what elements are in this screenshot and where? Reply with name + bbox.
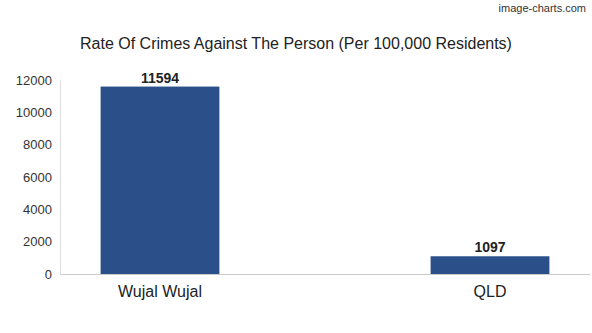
y-tick: 0: [45, 267, 60, 282]
data-label: 11594: [141, 70, 179, 86]
x-axis: Wujal Wujal QLD: [61, 274, 591, 300]
y-tick-label: 10000: [16, 105, 52, 120]
x-tick-label: Wujal Wujal: [118, 283, 202, 300]
data-label: 1097: [474, 239, 505, 255]
annotation: image-charts.com: [499, 2, 586, 14]
bars: [101, 87, 550, 274]
x-tick: Wujal Wujal: [118, 274, 202, 300]
bar: [101, 87, 220, 274]
y-tick: 4000: [23, 202, 60, 217]
y-axis-line: [60, 81, 61, 275]
y-tick-label: 8000: [23, 137, 52, 152]
y-tick: 12000: [16, 73, 60, 88]
title: Rate Of Crimes Against The Person (Per 1…: [80, 35, 512, 52]
y-tick: 2000: [23, 234, 60, 249]
y-axis: 0 2000 4000 6000 8000 10000 12000: [16, 73, 61, 282]
y-tick: 10000: [16, 105, 60, 120]
y-tick: 6000: [23, 170, 60, 185]
x-axis-line: [61, 274, 591, 275]
y-tick-label: 6000: [23, 170, 52, 185]
x-tick: QLD: [474, 274, 507, 300]
y-tick: 8000: [23, 137, 60, 152]
y-tick-label: 4000: [23, 202, 52, 217]
y-tick-label: 0: [45, 267, 52, 282]
bar: [431, 256, 550, 274]
data-labels: 11594 1097: [141, 70, 506, 256]
x-tick-label: QLD: [474, 283, 507, 300]
chart: image-charts.com Rate Of Crimes Against T…: [0, 0, 592, 333]
y-tick-label: 2000: [23, 234, 52, 249]
y-tick-label: 12000: [16, 73, 52, 88]
